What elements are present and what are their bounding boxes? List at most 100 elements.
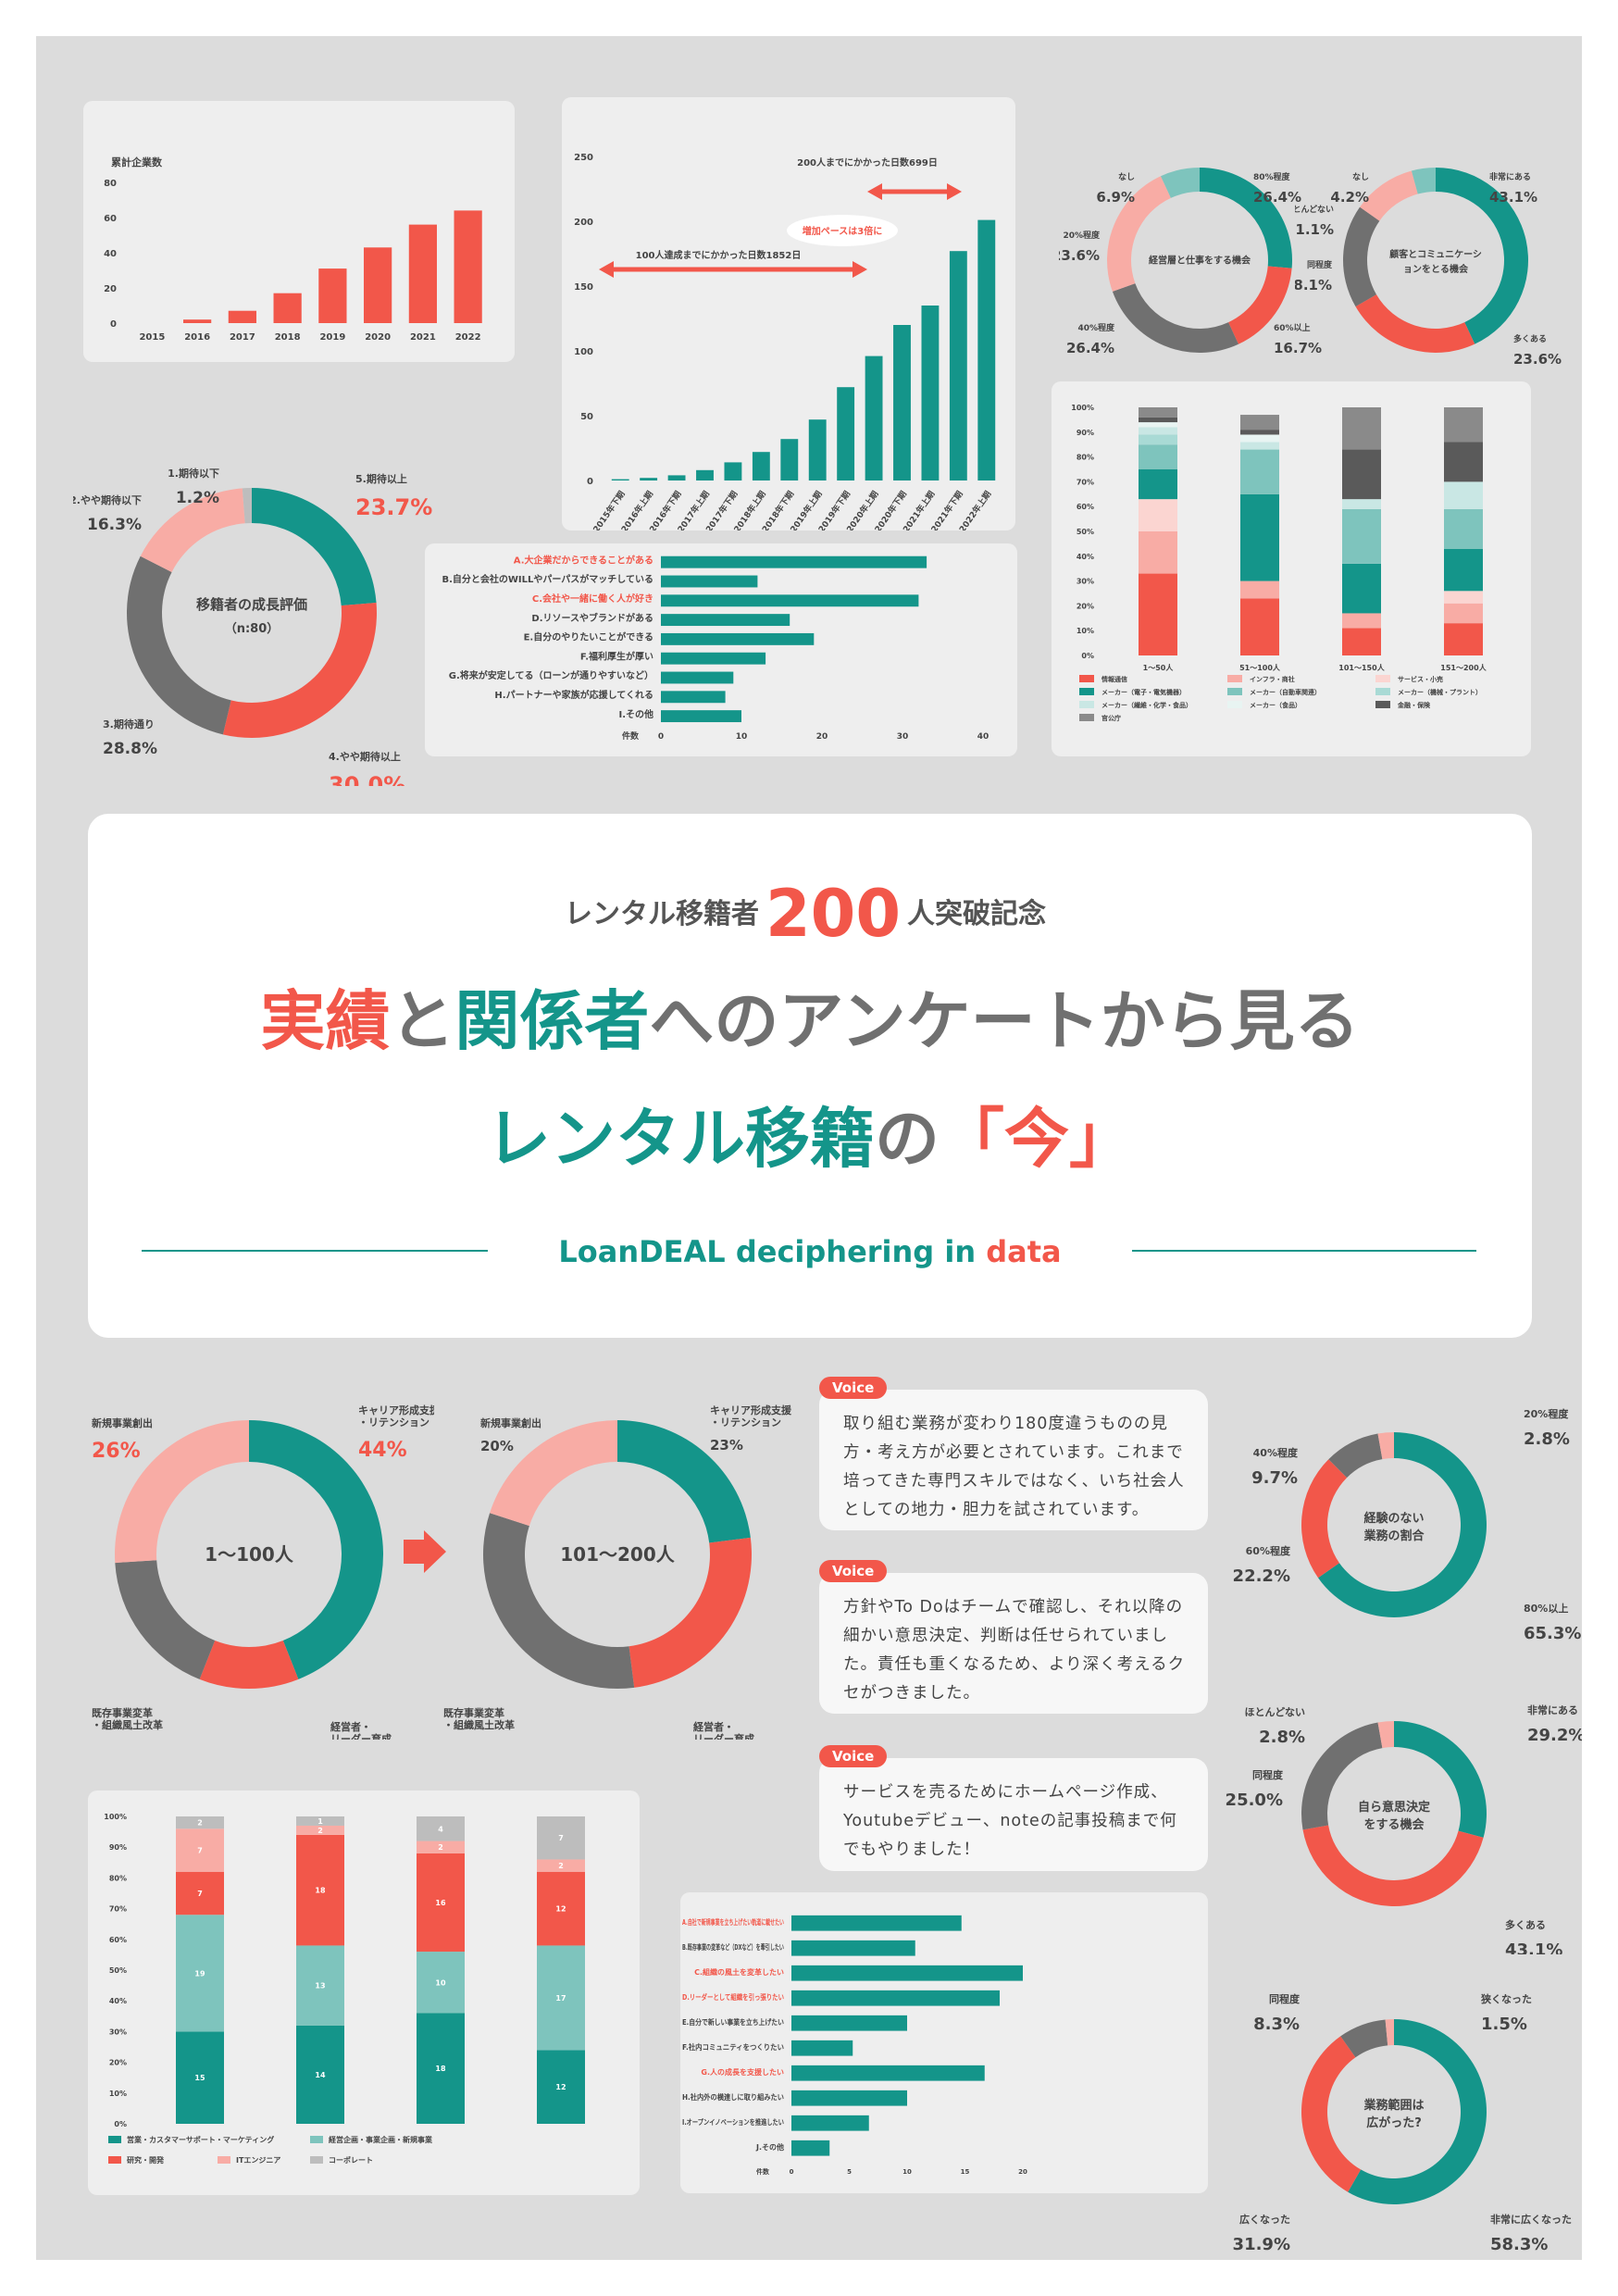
range-arrow-head	[867, 183, 882, 200]
hires-bar-chart: 0501001502002502015年下期2016年上期2016年下期2017…	[574, 153, 996, 534]
center-label: 広がった?	[1366, 2115, 1422, 2130]
bar	[865, 356, 883, 480]
data-label: 18	[435, 2065, 446, 2073]
bar-segment	[1139, 573, 1177, 655]
data-label: 18	[315, 1887, 326, 1895]
donut-slice	[1377, 1432, 1394, 1460]
bar-segment	[537, 1859, 585, 1872]
bar	[780, 439, 799, 480]
bar-segment	[537, 1871, 585, 1946]
bar-segment	[1342, 407, 1381, 450]
data-label: 15	[194, 2074, 205, 2082]
y-tick-label: 20%	[109, 2059, 127, 2067]
slice-label: 4.やや期待以上	[329, 750, 401, 763]
y-tick-label: 150	[574, 282, 593, 293]
voice-card-1: Voice 取り組む業務が変わり180度違うものの見方・考え方が必要とされていま…	[819, 1377, 1208, 1530]
bar	[752, 452, 770, 480]
bar-segment	[296, 1945, 344, 2026]
slice-value: 1.2%	[176, 489, 219, 507]
slice-label: 新規事業創出	[92, 1416, 153, 1429]
center-label: ョンをとる機会	[1403, 263, 1468, 275]
voice-text: サービスを売るためにホームページ作成、Youtubeデビュー、noteの記事投稿…	[843, 1783, 1177, 1859]
x-tick-label: 2018	[275, 332, 301, 343]
y-tick-label: 60%	[109, 1936, 127, 1944]
y-tick-label: 0	[110, 319, 117, 330]
legend-swatch	[108, 2136, 121, 2143]
slice-label: リーダー育成	[693, 1732, 754, 1740]
donut-slice	[1228, 266, 1292, 344]
bar-segment	[1444, 623, 1483, 655]
slice-label: ほとんどない	[1295, 204, 1334, 215]
slice-label: 60%以上	[1274, 322, 1311, 333]
x-tick-label: 30	[897, 732, 909, 742]
hero-title-part: と	[390, 983, 454, 1059]
donut-slice	[1328, 1433, 1383, 1479]
bar-segment	[1342, 628, 1381, 655]
bar-segment	[1342, 449, 1381, 500]
hero-title-part: へのアンケートから見る	[649, 983, 1359, 1059]
slice-value: 23%	[710, 1437, 743, 1454]
legend-label: 営業・カスタマーサポート・マーケティング	[127, 2135, 274, 2144]
bar	[661, 555, 927, 568]
voice-tag: Voice	[819, 1560, 888, 1582]
bar	[837, 387, 855, 480]
annotation-label: 増加ペースは3倍に	[803, 225, 882, 237]
y-tick-label: 70%	[109, 1905, 127, 1914]
slice-label: 60%程度	[1246, 1544, 1291, 1557]
slice-label: 非常に広くなった	[1490, 2213, 1572, 2226]
legend-label: 経営企画・事業企画・新規事業	[329, 2135, 433, 2144]
bar	[808, 419, 827, 480]
data-label: 16	[435, 1899, 446, 1907]
y-tick-label: 0%	[1081, 652, 1094, 660]
x-tick-label: 40	[977, 732, 989, 742]
category-label: A.大企業だからできることがある	[514, 554, 653, 566]
legend-swatch	[1375, 675, 1390, 682]
voice-text: 方針やTo Doはチームで確認し、それ以降の細かい意思決定、判断は任せられていま…	[843, 1598, 1186, 1703]
companies-chart-card: 0 20 40 60 80 累計企業数 2015 2016 2017 2018 2019 2020 20…	[83, 101, 515, 362]
slice-label: 経営者・	[693, 1720, 734, 1733]
legend-label: 金融・保険	[1397, 701, 1431, 709]
y-tick-label: 90%	[1077, 429, 1094, 437]
bar	[661, 614, 790, 627]
range-arrow-head	[853, 261, 867, 278]
donut-slice	[1436, 168, 1528, 344]
category-label: E.自分で新しい事業を立ち上げたい	[682, 2017, 784, 2027]
slice-value: 1.5%	[1481, 2015, 1527, 2034]
slice-label: 20%程度	[1063, 230, 1101, 241]
center-label: 業務範囲は	[1363, 2098, 1424, 2113]
center-label: 1〜100人	[205, 1543, 294, 1566]
y-tick-label: 250	[574, 153, 593, 163]
slice-label: 同程度	[1252, 1768, 1284, 1781]
data-label: 2	[558, 1862, 564, 1870]
data-label: 7	[197, 1890, 203, 1898]
donut-slice	[1302, 1825, 1484, 1906]
slice-label: 新規事業創出	[480, 1416, 541, 1429]
legend-swatch	[310, 2156, 323, 2164]
slice-label: 経営者・	[330, 1720, 371, 1733]
slice-label: 40%程度	[1253, 1446, 1299, 1459]
category-label: F.社内コミュニティをつくりたい	[682, 2042, 784, 2052]
slice-value: 18.1%	[1295, 277, 1332, 293]
data-label: 10	[435, 1978, 446, 1987]
hero-title-part: レンタル移籍	[486, 1101, 875, 1177]
y-tick-label: 10%	[1077, 627, 1094, 635]
category-label: E.自分のやりたいことができる	[524, 631, 653, 643]
donut-slice	[483, 1513, 635, 1689]
donut-slice	[1160, 168, 1200, 198]
industry-stacked-chart: 0% 10% 20% 30% 40% 50% 60% 70% 80% 90% 100% 1〜50人 51…	[1071, 404, 1487, 722]
bar-segment	[176, 1828, 224, 1872]
bar	[724, 462, 742, 480]
slice-value: 28.8%	[103, 740, 157, 758]
dept-101-200-donut-chart: 101〜200人キャリア形成支援・リテンション23%経営者・リーダー育成25%既…	[443, 1404, 792, 1740]
category-label: F.福利厚生が厚い	[580, 650, 653, 662]
hero-title-part: の	[875, 1101, 940, 1177]
category-label: J.その他	[755, 2142, 784, 2152]
bar-segment	[537, 1945, 585, 2051]
hero-subtitle: LoanDEAL deciphering in data	[558, 1234, 1061, 1269]
slice-label: ・リテンション	[358, 1416, 429, 1429]
x-tick-label: 0	[658, 732, 664, 742]
legend-swatch	[218, 2156, 230, 2164]
reasons-hbar-chart: A.大企業だからできることがある B.自分と会社のWILLやパーパスがマッチしてい…	[442, 554, 989, 742]
slice-value: 30.0%	[329, 772, 405, 786]
slice-label: 40%程度	[1077, 322, 1115, 333]
